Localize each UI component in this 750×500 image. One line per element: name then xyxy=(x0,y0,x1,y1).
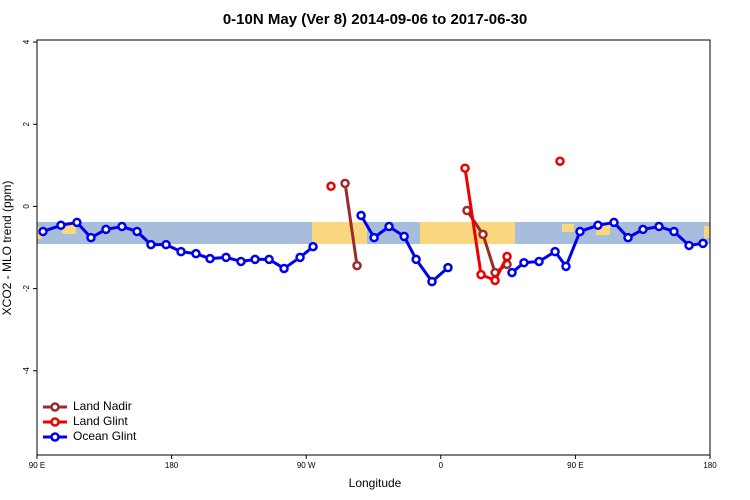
point xyxy=(369,232,379,243)
point xyxy=(684,240,694,251)
point xyxy=(250,254,260,265)
point xyxy=(698,238,708,249)
point xyxy=(561,261,571,272)
point xyxy=(593,220,603,231)
point xyxy=(101,224,111,235)
point xyxy=(427,276,437,287)
legend-marker xyxy=(50,402,60,412)
point xyxy=(399,231,409,242)
point xyxy=(56,220,66,231)
point xyxy=(478,229,488,240)
point xyxy=(534,256,544,267)
x-tick-label: 0 xyxy=(439,461,444,470)
point xyxy=(295,252,305,263)
point xyxy=(340,178,350,189)
x-tick-label: 90 E xyxy=(567,461,583,470)
point xyxy=(460,163,470,173)
series-line xyxy=(465,161,560,280)
x-tick-label: 90 E xyxy=(29,461,45,470)
point xyxy=(326,181,336,192)
point xyxy=(117,221,127,232)
point xyxy=(356,210,366,221)
point xyxy=(38,226,48,237)
legend-label: Ocean Glint xyxy=(73,429,137,443)
point xyxy=(638,224,648,235)
x-tick-label: 180 xyxy=(165,461,179,470)
point xyxy=(443,262,453,273)
point xyxy=(221,252,231,263)
y-tick-label: 4 xyxy=(22,39,31,44)
point xyxy=(654,221,664,232)
legend-marker xyxy=(50,417,60,427)
point xyxy=(132,226,142,237)
y-axis-label: XCO2 - MLO trend (ppm) xyxy=(0,181,14,316)
point xyxy=(669,226,679,237)
point xyxy=(236,256,246,267)
point xyxy=(176,246,186,257)
series-line xyxy=(343,183,508,275)
point xyxy=(519,257,529,268)
point xyxy=(191,248,201,259)
x-tick-label: 180 xyxy=(703,461,717,470)
legend-marker xyxy=(50,432,60,442)
point xyxy=(476,269,486,280)
chart-title: 0-10N May (Ver 8) 2014-09-06 to 2017-06-… xyxy=(223,11,527,28)
point xyxy=(308,241,318,252)
point xyxy=(555,156,565,166)
point xyxy=(507,267,517,278)
x-tick-label: 90 W xyxy=(297,461,316,470)
point xyxy=(550,246,560,257)
point xyxy=(205,253,215,264)
point xyxy=(161,239,171,250)
point xyxy=(502,251,512,262)
point xyxy=(609,217,619,228)
legend-label: Land Glint xyxy=(73,414,128,428)
point xyxy=(384,221,394,232)
point xyxy=(490,275,500,286)
y-tick-label: 0 xyxy=(22,204,31,209)
point xyxy=(264,254,274,265)
point xyxy=(279,263,289,274)
x-axis-label: Longitude xyxy=(349,476,402,490)
point xyxy=(72,217,82,228)
legend-label: Land Nadir xyxy=(73,399,132,413)
y-tick-label: -2 xyxy=(22,284,31,292)
plot-frame xyxy=(36,39,711,456)
point xyxy=(86,232,96,243)
y-tick-label: 2 xyxy=(22,121,31,126)
point xyxy=(352,260,362,271)
point xyxy=(411,254,421,265)
point xyxy=(146,239,156,250)
point xyxy=(462,205,472,216)
point xyxy=(575,226,585,237)
y-tick-label: -4 xyxy=(22,367,31,375)
point xyxy=(623,232,633,243)
